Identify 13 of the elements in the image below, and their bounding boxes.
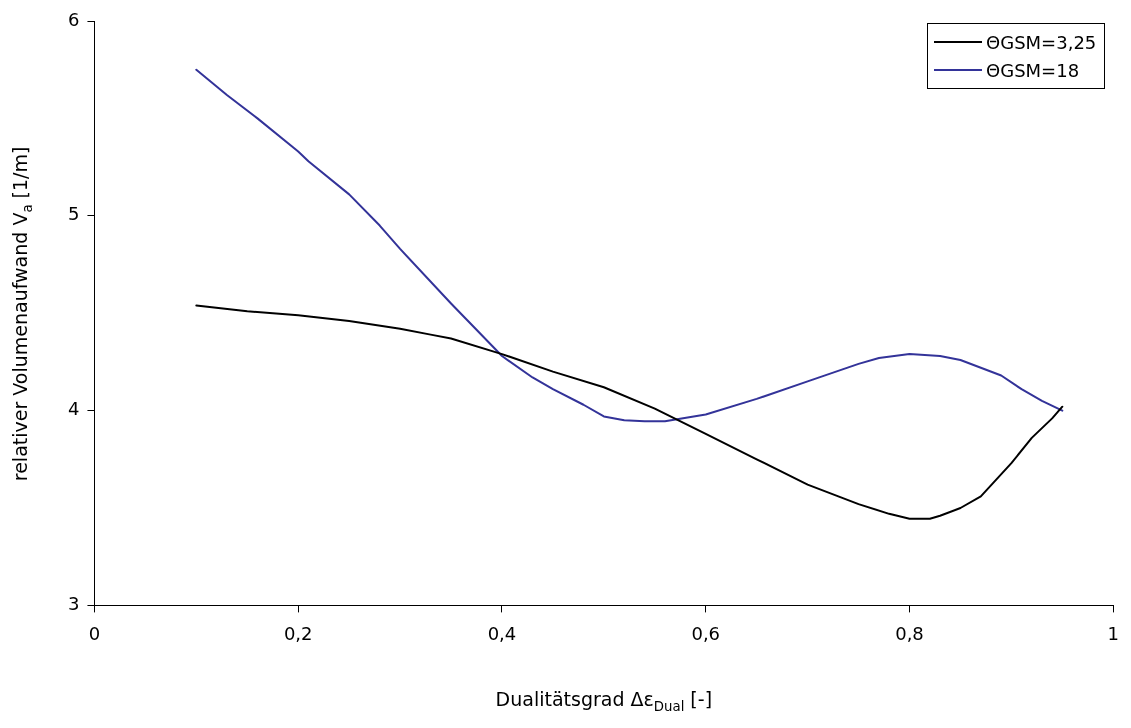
x-tick-label: 0,4 xyxy=(487,622,517,644)
y-tick-label: 4 xyxy=(68,398,80,420)
y-tick-label: 3 xyxy=(68,593,80,615)
x-tick-label: 0 xyxy=(88,622,101,644)
x-tick-label: 0,8 xyxy=(895,622,924,644)
y-tick-label: 6 xyxy=(68,8,80,30)
legend-label: ΘGSM=3,25 xyxy=(986,31,1097,53)
legend-label: ΘGSM=18 xyxy=(986,59,1080,81)
y-tick-label: 5 xyxy=(68,203,80,225)
x-tick-label: 1 xyxy=(1107,622,1119,644)
x-tick-label: 0,2 xyxy=(283,622,313,644)
x-tick-label: 0,6 xyxy=(691,622,721,644)
x-axis-title: Dualitätsgrad Δε$_{Dual}$ [-] xyxy=(494,688,714,714)
